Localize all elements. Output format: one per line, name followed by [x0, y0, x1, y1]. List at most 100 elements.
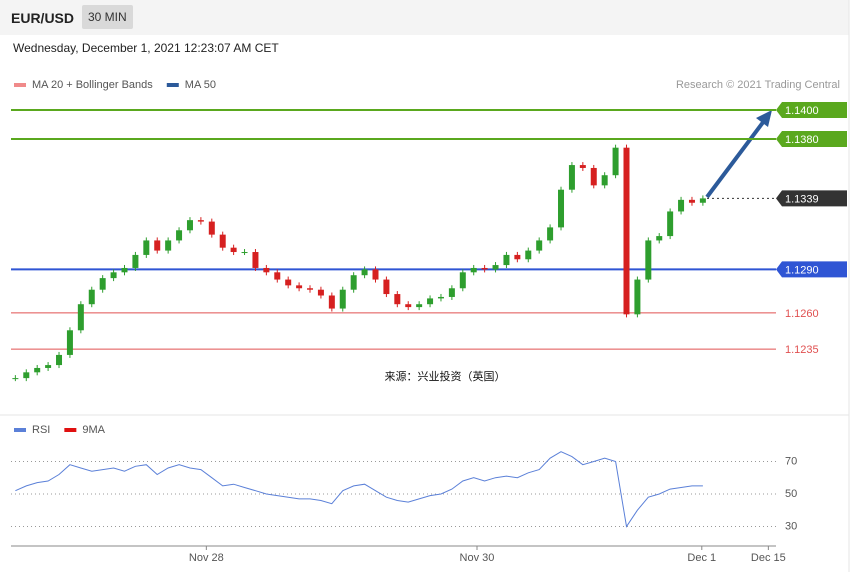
- x-tick-label: Dec 15: [751, 552, 786, 564]
- candle: [208, 221, 215, 235]
- level-label: 1.1260: [785, 308, 819, 320]
- candle: [12, 378, 19, 380]
- candle: [110, 272, 117, 279]
- candle: [383, 279, 390, 295]
- candle: [350, 275, 357, 290]
- candle: [427, 298, 434, 305]
- candle: [503, 254, 510, 266]
- candle: [558, 189, 565, 228]
- candle: [230, 247, 237, 253]
- candle: [56, 354, 63, 366]
- candle: [448, 288, 455, 297]
- symbol: EUR/USD: [11, 10, 75, 26]
- rsi-line: [15, 451, 703, 528]
- candle: [667, 211, 674, 237]
- candle: [590, 167, 597, 186]
- legend-swatch: [14, 83, 26, 87]
- candle: [394, 294, 401, 305]
- candle: [154, 240, 161, 251]
- candle: [99, 278, 106, 290]
- legend-label: 9MA: [82, 424, 105, 436]
- arrow: [705, 115, 769, 199]
- candle: [678, 199, 685, 212]
- y-tick-label: 30: [785, 520, 797, 532]
- candle: [186, 220, 193, 231]
- candle: [176, 230, 183, 241]
- candle: [688, 199, 695, 203]
- candle: [481, 267, 488, 270]
- candle: [623, 147, 630, 315]
- candle: [296, 285, 303, 289]
- candle: [437, 296, 444, 299]
- x-tick-label: Nov 28: [189, 552, 224, 564]
- candle: [132, 254, 139, 268]
- candle: [470, 267, 477, 273]
- candle: [699, 198, 706, 203]
- candle: [307, 288, 314, 290]
- candle: [317, 289, 324, 296]
- candle: [372, 269, 379, 280]
- legend-label: RSI: [32, 424, 50, 436]
- level-tag: [776, 190, 847, 207]
- y-tick-label: 50: [785, 488, 797, 500]
- candle: [514, 254, 521, 260]
- candle: [656, 236, 663, 241]
- legend-swatch: [166, 83, 179, 87]
- candle: [285, 279, 292, 286]
- x-tick-label: Nov 30: [460, 552, 495, 564]
- candle: [547, 227, 554, 241]
- candle: [612, 147, 619, 176]
- candle: [66, 330, 73, 355]
- candle: [459, 272, 466, 289]
- candle: [263, 267, 270, 273]
- candle: [579, 165, 586, 168]
- y-tick-label: 70: [785, 455, 797, 467]
- candle: [339, 289, 346, 309]
- header-bar: EUR/USD 30 MIN: [0, 0, 849, 35]
- candle: [45, 365, 52, 368]
- candle: [165, 240, 172, 251]
- candle: [143, 240, 150, 255]
- level-label: 1.1235: [785, 344, 819, 356]
- interval-button[interactable]: 30 MIN: [82, 5, 133, 29]
- watermark: 来源：兴业投资（英国）: [385, 369, 506, 383]
- candle: [525, 250, 532, 260]
- timestamp: Wednesday, December 1, 2021 12:23:07 AM …: [13, 41, 279, 55]
- level-tag: [776, 130, 847, 147]
- candle: [34, 367, 41, 373]
- credit: Research © 2021 Trading Central: [676, 79, 840, 91]
- candle: [23, 372, 30, 379]
- candle: [492, 265, 499, 270]
- level-tag: [776, 261, 847, 278]
- x-tick-label: Dec 1: [687, 552, 716, 564]
- candle: [568, 165, 575, 190]
- candle: [241, 252, 248, 254]
- legend-swatch: [14, 428, 26, 432]
- candle: [601, 175, 608, 186]
- candle: [536, 240, 543, 251]
- legend-label: MA 50: [185, 79, 216, 91]
- level-label: 1.1400: [785, 105, 819, 117]
- candle: [252, 252, 259, 268]
- level-label: 1.1380: [785, 134, 819, 146]
- candle: [361, 269, 368, 276]
- arrow-head: [756, 110, 772, 127]
- candle: [197, 220, 204, 222]
- candle: [121, 267, 128, 273]
- candle: [274, 272, 281, 280]
- candle: [219, 234, 226, 248]
- candle: [645, 240, 652, 280]
- level-label: 1.1290: [785, 264, 819, 276]
- level-tag: [776, 101, 847, 118]
- candle: [88, 289, 95, 305]
- level-label: 1.1339: [785, 193, 819, 205]
- candle: [328, 295, 335, 309]
- candle: [77, 304, 84, 331]
- candle: [416, 304, 423, 308]
- legend-swatch: [64, 428, 77, 432]
- candle: [634, 279, 641, 315]
- candle: [405, 304, 412, 308]
- legend-label: MA 20 + Bollinger Bands: [32, 79, 153, 91]
